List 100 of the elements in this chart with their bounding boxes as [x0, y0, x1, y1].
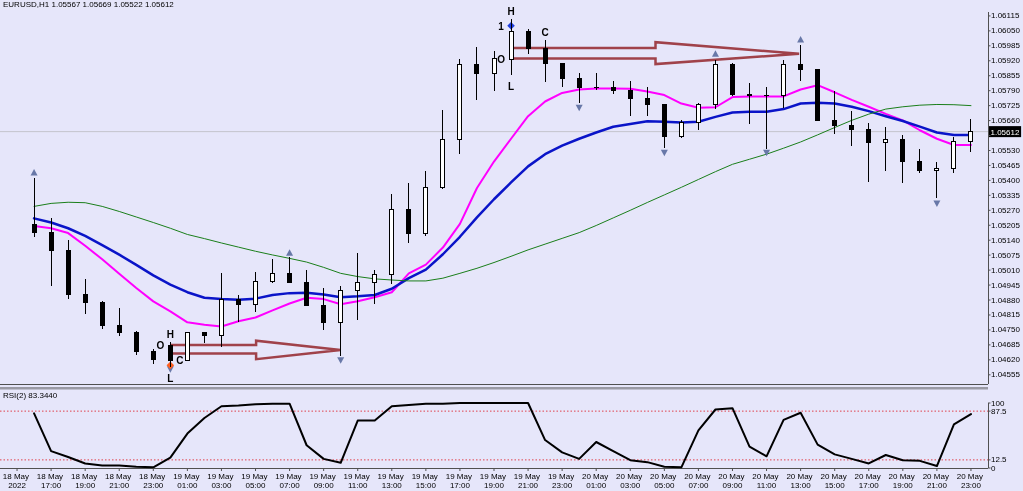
candlestick — [866, 122, 871, 183]
candlestick — [645, 86, 650, 117]
point — [30, 169, 38, 176]
candlestick — [764, 86, 769, 150]
x-tick-label: 19 May 19:00 — [479, 471, 509, 490]
candlestick — [832, 90, 837, 135]
candlestick — [781, 59, 786, 109]
y-tick-label: 1.05010 — [991, 265, 1021, 275]
annotation: 1 — [498, 20, 505, 32]
x-tick-label: 19 May 23:00 — [547, 471, 577, 490]
y-tick-label: 1.05920 — [991, 56, 1021, 66]
chart-title: RSI(2) 83.3440 — [3, 390, 58, 400]
annotation: O — [497, 53, 506, 65]
candlestick — [457, 58, 462, 155]
y-tick-label: 1.05400 — [991, 175, 1021, 185]
y-tick-label: 1.06115 — [991, 11, 1020, 21]
candlestick — [696, 102, 701, 131]
y-tick-label: 1.05855 — [991, 71, 1021, 81]
x-tick-label: 18 May 21:00 — [105, 471, 134, 490]
point — [286, 249, 294, 256]
x-tick-label: 19 May 17:00 — [445, 471, 475, 490]
y-tick-label: 100 — [991, 398, 1005, 408]
candlestick — [815, 68, 820, 122]
candlestick — [32, 177, 37, 238]
x-tick-label: 18 May 17:00 — [36, 471, 66, 490]
candlestick — [338, 285, 343, 357]
candlestick — [917, 148, 922, 174]
y-tick-label: 1.05270 — [991, 205, 1021, 215]
candlestick — [492, 50, 497, 92]
point — [797, 36, 805, 43]
x-tick-label: 18 May 19:00 — [70, 471, 100, 490]
candlestick — [253, 271, 258, 313]
line-series — [33, 402, 972, 469]
candlestick — [560, 62, 565, 88]
point — [711, 50, 719, 57]
x-tick-label: 19 May 21:00 — [513, 471, 543, 490]
annotation: H — [507, 5, 515, 17]
candlestick — [151, 348, 156, 365]
candlestick — [66, 239, 71, 300]
x-tick-label: 20 May 11:00 — [752, 471, 781, 490]
candlestick — [747, 82, 752, 125]
y-tick-label: 1.05335 — [991, 190, 1021, 200]
x-tick-label: 20 May 15:00 — [820, 471, 849, 490]
candlestick — [270, 258, 275, 284]
y-tick-label: 1.05660 — [991, 116, 1021, 126]
x-tick-label: 19 May 01:00 — [173, 471, 202, 490]
annotation: C — [541, 26, 549, 38]
y-tick-label: 1.05075 — [991, 250, 1021, 260]
candlestick — [543, 39, 548, 83]
candlestick — [679, 119, 684, 139]
point — [933, 200, 941, 207]
y-tick-label: 1.06050 — [991, 26, 1021, 36]
point — [337, 357, 345, 364]
x-tick-label: 19 May 13:00 — [377, 471, 407, 490]
candlestick — [474, 46, 479, 101]
x-tick-label: 20 May 19:00 — [888, 471, 918, 490]
x-tick-label: 20 May 17:00 — [854, 471, 883, 490]
x-tick-label: 19 May 07:00 — [275, 471, 304, 490]
candlestick — [372, 269, 377, 305]
candlestick — [406, 182, 411, 244]
y-tick-label: 1.05985 — [991, 41, 1021, 51]
candlestick — [83, 278, 88, 315]
y-tick-label: 1.04945 — [991, 280, 1021, 290]
y-tick-label: 1.04750 — [991, 325, 1021, 335]
candlestick — [185, 331, 190, 361]
x-tick-label: 20 May 21:00 — [922, 471, 952, 490]
candlestick — [798, 44, 803, 82]
annotation: H — [166, 328, 174, 340]
x-tick-label: 19 May 03:00 — [207, 471, 236, 490]
candlestick — [423, 170, 428, 237]
candlestick — [321, 287, 326, 331]
y-tick-label: 0 — [991, 463, 996, 473]
x-tick-label: 20 May 23:00 — [956, 471, 986, 490]
point — [575, 104, 583, 112]
candlestick — [730, 62, 735, 97]
x-tick-label: 20 May 03:00 — [616, 471, 645, 490]
candlestick — [389, 193, 394, 285]
ref-line-label: 1.05612 — [990, 127, 1020, 137]
candlestick — [900, 134, 905, 184]
point — [660, 149, 668, 157]
candlestick — [951, 136, 956, 174]
candlestick — [611, 80, 616, 95]
annotation: C — [176, 354, 184, 366]
y-tick-label: 12.5 — [991, 455, 1008, 465]
candlestick — [849, 110, 854, 147]
x-tick-label: 20 May 05:00 — [650, 471, 679, 490]
y-tick-label: 1.05140 — [991, 235, 1021, 245]
x-tick-label: 20 May 07:00 — [684, 471, 713, 490]
x-tick-label: 18 May 23:00 — [139, 471, 168, 490]
candlestick — [934, 161, 939, 199]
candlestick — [219, 272, 224, 348]
y-tick-label: 1.05725 — [991, 101, 1021, 111]
x-tick-label: 20 May 13:00 — [786, 471, 815, 490]
candlestick — [883, 126, 888, 172]
annotation: L — [507, 80, 515, 92]
candlestick — [236, 294, 241, 323]
x-tick-label: 19 May 05:00 — [241, 471, 270, 490]
y-tick-label: 1.04685 — [991, 340, 1021, 350]
x-tick-label: 19 May 09:00 — [309, 471, 338, 490]
y-tick-label: 1.05530 — [991, 145, 1021, 155]
